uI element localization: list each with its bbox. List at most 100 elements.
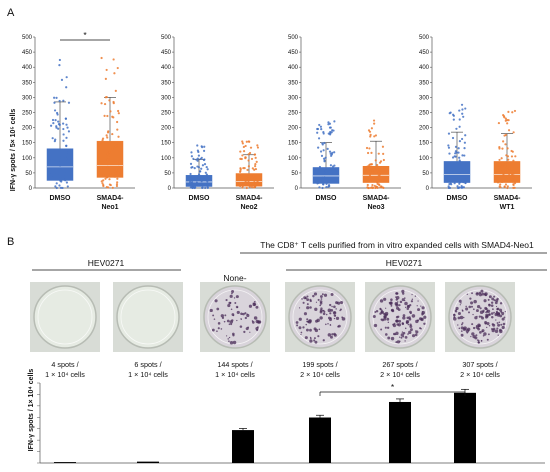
data-point: [116, 66, 119, 70]
data-point: [106, 165, 109, 168]
spot: [477, 327, 481, 331]
spot: [474, 336, 478, 340]
spot: [313, 339, 316, 342]
y-tick-label: 100: [288, 156, 299, 162]
spot: [411, 314, 416, 318]
data-point: [503, 134, 506, 137]
data-point: [100, 166, 103, 170]
spot: [220, 314, 224, 318]
spot: [496, 297, 499, 301]
data-point: [193, 166, 196, 170]
spot: [236, 310, 240, 315]
spot: [414, 333, 418, 337]
y-tick-label: 350: [419, 80, 430, 86]
data-point: [325, 182, 328, 186]
spot: [494, 329, 499, 333]
y-tick-label: 400: [288, 65, 299, 71]
data-point: [113, 72, 116, 75]
spot: [499, 302, 503, 305]
data-point: [62, 133, 65, 136]
data-point: [447, 144, 450, 147]
spot: [405, 306, 407, 309]
spot: [383, 297, 387, 301]
data-point: [62, 99, 65, 102]
spot: [309, 298, 312, 301]
spot: [457, 311, 461, 316]
spot: [458, 299, 462, 303]
spot: [459, 304, 461, 306]
data-point: [113, 175, 117, 178]
data-point: [57, 120, 60, 123]
data-point: [320, 128, 323, 131]
x-category-text: DMSO: [447, 195, 469, 202]
spot: [455, 310, 458, 313]
data-point: [505, 154, 508, 157]
spot: [457, 324, 459, 326]
spot: [421, 312, 424, 316]
spot: [485, 307, 488, 311]
data-point: [323, 141, 326, 145]
data-point: [206, 186, 209, 189]
spot: [255, 319, 259, 324]
spot: [468, 305, 472, 309]
data-point: [203, 145, 206, 148]
spot: [223, 320, 226, 323]
spot: [228, 323, 231, 326]
data-point: [507, 129, 511, 132]
data-point: [112, 100, 115, 104]
data-point: [115, 144, 119, 147]
x-category-label: DMSO: [316, 195, 338, 202]
bar-3: [232, 430, 254, 463]
y-tick-label: 300: [22, 95, 33, 101]
data-point: [66, 185, 69, 188]
spot: [230, 308, 233, 311]
well-spot-count: 6 spots /: [134, 360, 161, 369]
data-point: [105, 185, 108, 189]
data-point: [497, 121, 500, 125]
data-point: [60, 180, 63, 183]
bar-chart: *: [37, 382, 545, 464]
spot: [316, 318, 320, 323]
spot: [418, 317, 422, 321]
data-point: [370, 163, 374, 166]
data-point: [239, 184, 242, 188]
data-point: [248, 140, 251, 143]
spot: [373, 323, 378, 328]
data-point: [62, 139, 65, 142]
data-point: [512, 172, 515, 175]
y-tick-label: 350: [288, 80, 299, 86]
spot: [488, 313, 491, 316]
data-point: [205, 175, 208, 178]
spot: [333, 305, 336, 309]
data-point: [510, 155, 514, 158]
x-category-text: Neo2: [240, 204, 257, 211]
spot: [213, 318, 216, 320]
data-point: [454, 145, 458, 148]
spot: [246, 313, 250, 318]
spot: [488, 303, 491, 307]
spot: [306, 295, 309, 298]
spot: [395, 292, 398, 295]
y-tick-label: 200: [288, 126, 299, 132]
data-point: [456, 178, 459, 181]
spot: [417, 308, 421, 312]
spot: [228, 336, 231, 339]
spot: [231, 292, 233, 295]
spot: [387, 336, 391, 340]
data-point: [376, 169, 379, 172]
spot: [488, 295, 492, 299]
data-point: [239, 175, 242, 178]
spot: [325, 323, 327, 326]
spot: [472, 313, 474, 316]
spot: [317, 298, 320, 301]
x-category-label: SMAD4- Neo1: [97, 195, 125, 211]
spot: [303, 296, 307, 300]
data-point: [460, 103, 464, 106]
spot: [228, 301, 232, 305]
spot: [243, 330, 246, 334]
spot: [231, 313, 235, 316]
spot: [481, 330, 484, 333]
data-point: [239, 169, 242, 172]
spot: [470, 335, 472, 338]
